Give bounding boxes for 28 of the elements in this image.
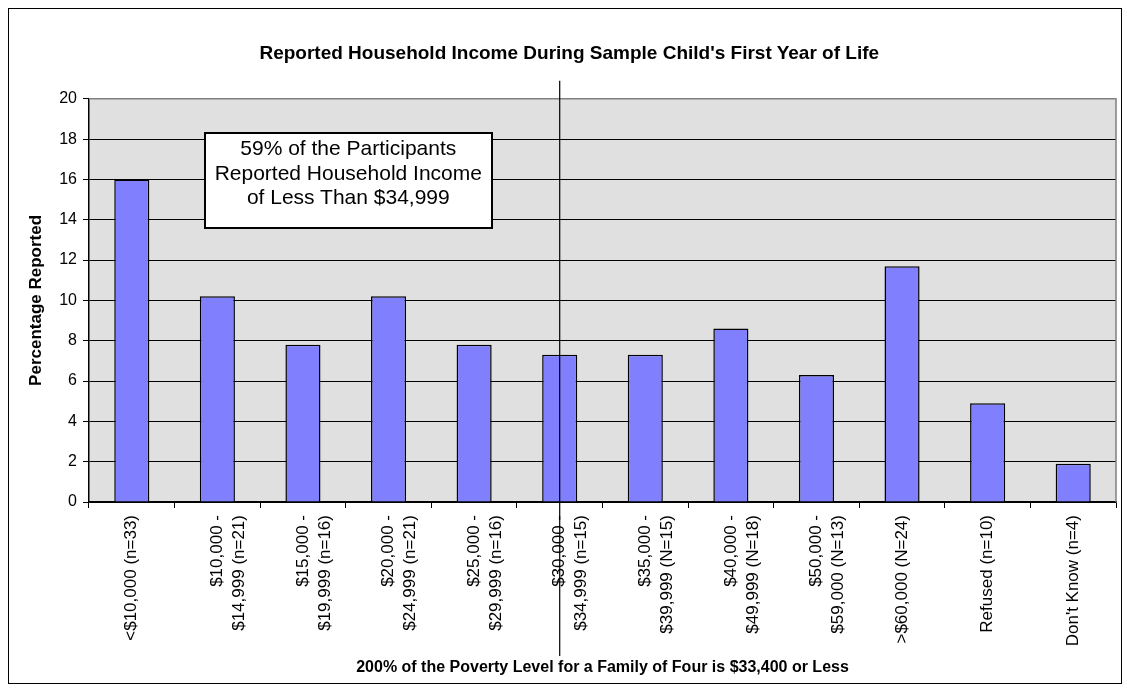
x-tick-label: Don't Know (n=4) bbox=[1062, 515, 1082, 647]
y-tick-label: 14 bbox=[59, 210, 78, 228]
y-tick-label: 4 bbox=[68, 411, 78, 429]
x-tick-label: $25,000 - $29,999 (n=16) bbox=[463, 515, 505, 631]
y-tick-label: 20 bbox=[59, 89, 78, 107]
x-tick-label: $20,000 - $24,999 (n=21) bbox=[378, 515, 420, 631]
x-tick-label: $50,000 - $59,000 (N=13) bbox=[806, 515, 848, 634]
callout-box: 59% of the Participants Reported Household Income of Less Than $34,999 bbox=[204, 132, 493, 229]
chart-title: Reported Household Income During Sample Child's First Year of Life bbox=[259, 41, 880, 63]
x-tick-label: $40,000 - $49,999 (N=18) bbox=[720, 515, 762, 634]
y-tick-label: 2 bbox=[68, 452, 78, 470]
y-tick-label: 18 bbox=[59, 129, 78, 147]
x-tick-label: $30,000 - $34,999 (n=15) bbox=[549, 515, 591, 631]
x-axis-title: 200% of the Poverty Level for a Family of Four is $33,400 or Less bbox=[356, 658, 849, 676]
y-tick-label: 8 bbox=[68, 331, 78, 349]
y-tick-label: 12 bbox=[59, 250, 78, 268]
x-tick-label: >$60,000 (N=24) bbox=[891, 515, 911, 644]
y-tick-label: 0 bbox=[68, 492, 78, 510]
x-tick-label: Refused (n=10) bbox=[977, 515, 997, 633]
annotation: 59% of the Participants Reported Household Income of Less Than $34,999 bbox=[214, 136, 482, 209]
x-tick-label: $15,000 - $19,999 (n=16) bbox=[292, 515, 334, 631]
x-tick-label: <$10,000 (n=33) bbox=[121, 515, 141, 641]
y-axis-title: Percentage Reported bbox=[26, 214, 46, 386]
y-tick-label: 10 bbox=[59, 290, 78, 308]
x-tick-label: $10,000 - $14,999 (n=21) bbox=[207, 515, 249, 631]
y-tick-label: 16 bbox=[59, 169, 78, 187]
y-tick-label: 6 bbox=[68, 371, 78, 389]
x-tick-label: $35,000 - $39,999 (N=15) bbox=[634, 515, 677, 634]
